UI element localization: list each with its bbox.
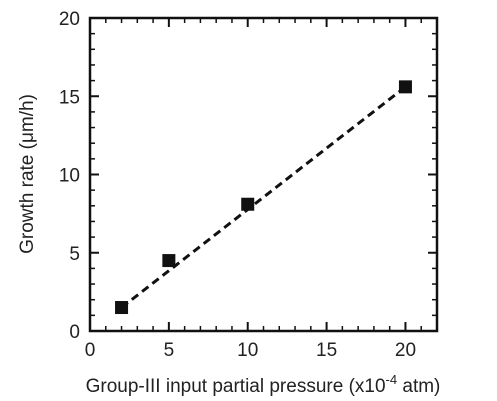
x-axis-title-tail: atm) — [397, 376, 440, 397]
x-tick-label: 10 — [237, 340, 258, 361]
data-point — [115, 301, 129, 315]
x-tick-label: 5 — [164, 340, 175, 361]
ticks — [89, 17, 437, 332]
data-point — [241, 197, 255, 211]
x-tick-label: 0 — [85, 340, 96, 361]
data-point — [398, 80, 412, 94]
y-tick-label: 20 — [59, 9, 80, 30]
data-points — [115, 80, 412, 315]
x-axis-title: Group-III input partial pressure (x10-4 … — [86, 372, 441, 397]
y-axis-title: Growth rate (μm/h) — [17, 94, 38, 254]
x-tick-label: 15 — [316, 340, 337, 361]
data-point — [162, 254, 176, 268]
y-tick-label: 0 — [69, 322, 80, 343]
y-tick-label: 10 — [59, 166, 80, 187]
fit-line-group — [120, 85, 407, 309]
y-tick-label: 15 — [59, 87, 80, 108]
fit-line — [120, 85, 407, 309]
x-axis-title-exponent: -4 — [386, 372, 398, 387]
y-tick-label: 5 — [69, 244, 80, 265]
x-tick-label: 20 — [395, 340, 416, 361]
x-axis-title-main: Group-III input partial pressure (x10 — [86, 376, 386, 397]
plot-frame — [88, 16, 439, 333]
tick-labels: 0 5 10 15 20 0 5 10 15 20 — [59, 9, 416, 361]
